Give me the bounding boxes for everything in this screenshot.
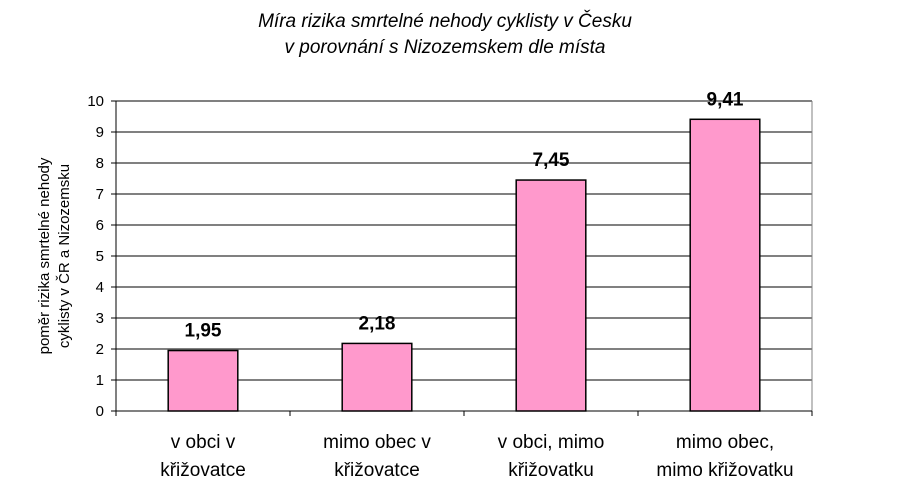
x-category-label: mimo obec v — [323, 432, 431, 453]
y-tick-label: 9 — [96, 124, 104, 141]
y-tick-label: 5 — [96, 248, 104, 265]
data-label: 9,41 — [707, 89, 744, 110]
x-category-label: v obci v — [171, 432, 236, 453]
y-tick-label: 8 — [96, 155, 104, 172]
x-category-label: křižovatce — [334, 460, 420, 481]
data-label: 1,95 — [185, 321, 222, 342]
y-tick-label: 3 — [96, 310, 104, 327]
y-tick-label: 4 — [96, 279, 104, 296]
bar — [689, 118, 761, 412]
bar — [167, 349, 239, 412]
y-tick-label: 10 — [87, 93, 104, 110]
x-category-label: křižovatku — [508, 460, 594, 481]
data-label: 7,45 — [533, 150, 570, 171]
x-category-label: v obci, mimo — [498, 432, 605, 453]
y-tick-label: 2 — [96, 341, 104, 358]
plot-area: 0 1 2 3 4 5 6 7 8 9 10 1,95 v obci v křižovatce 2,18 mi… — [87, 89, 813, 481]
x-category-label: křižovatce — [160, 460, 246, 481]
y-axis-label: poměr rizika smrtelné nehody — [36, 157, 53, 354]
y-axis-label-line2: cyklisty v ČR a Nizozemsku — [56, 164, 73, 348]
chart-subtitle: v porovnání s Nizozemskem dle místa — [284, 37, 605, 58]
bar — [341, 342, 413, 412]
x-category-label: mimo křižovatku — [656, 460, 793, 481]
y-tick-label: 1 — [96, 372, 104, 389]
data-label: 2,18 — [359, 313, 396, 334]
y-tick-label: 7 — [96, 186, 104, 203]
x-category-label: mimo obec, — [676, 432, 774, 453]
bar — [515, 179, 587, 412]
chart-title: Míra rizika smrtelné nehody cyklisty v Č… — [258, 10, 632, 32]
y-tick-label: 0 — [96, 403, 104, 420]
y-tick-label: 6 — [96, 217, 104, 234]
